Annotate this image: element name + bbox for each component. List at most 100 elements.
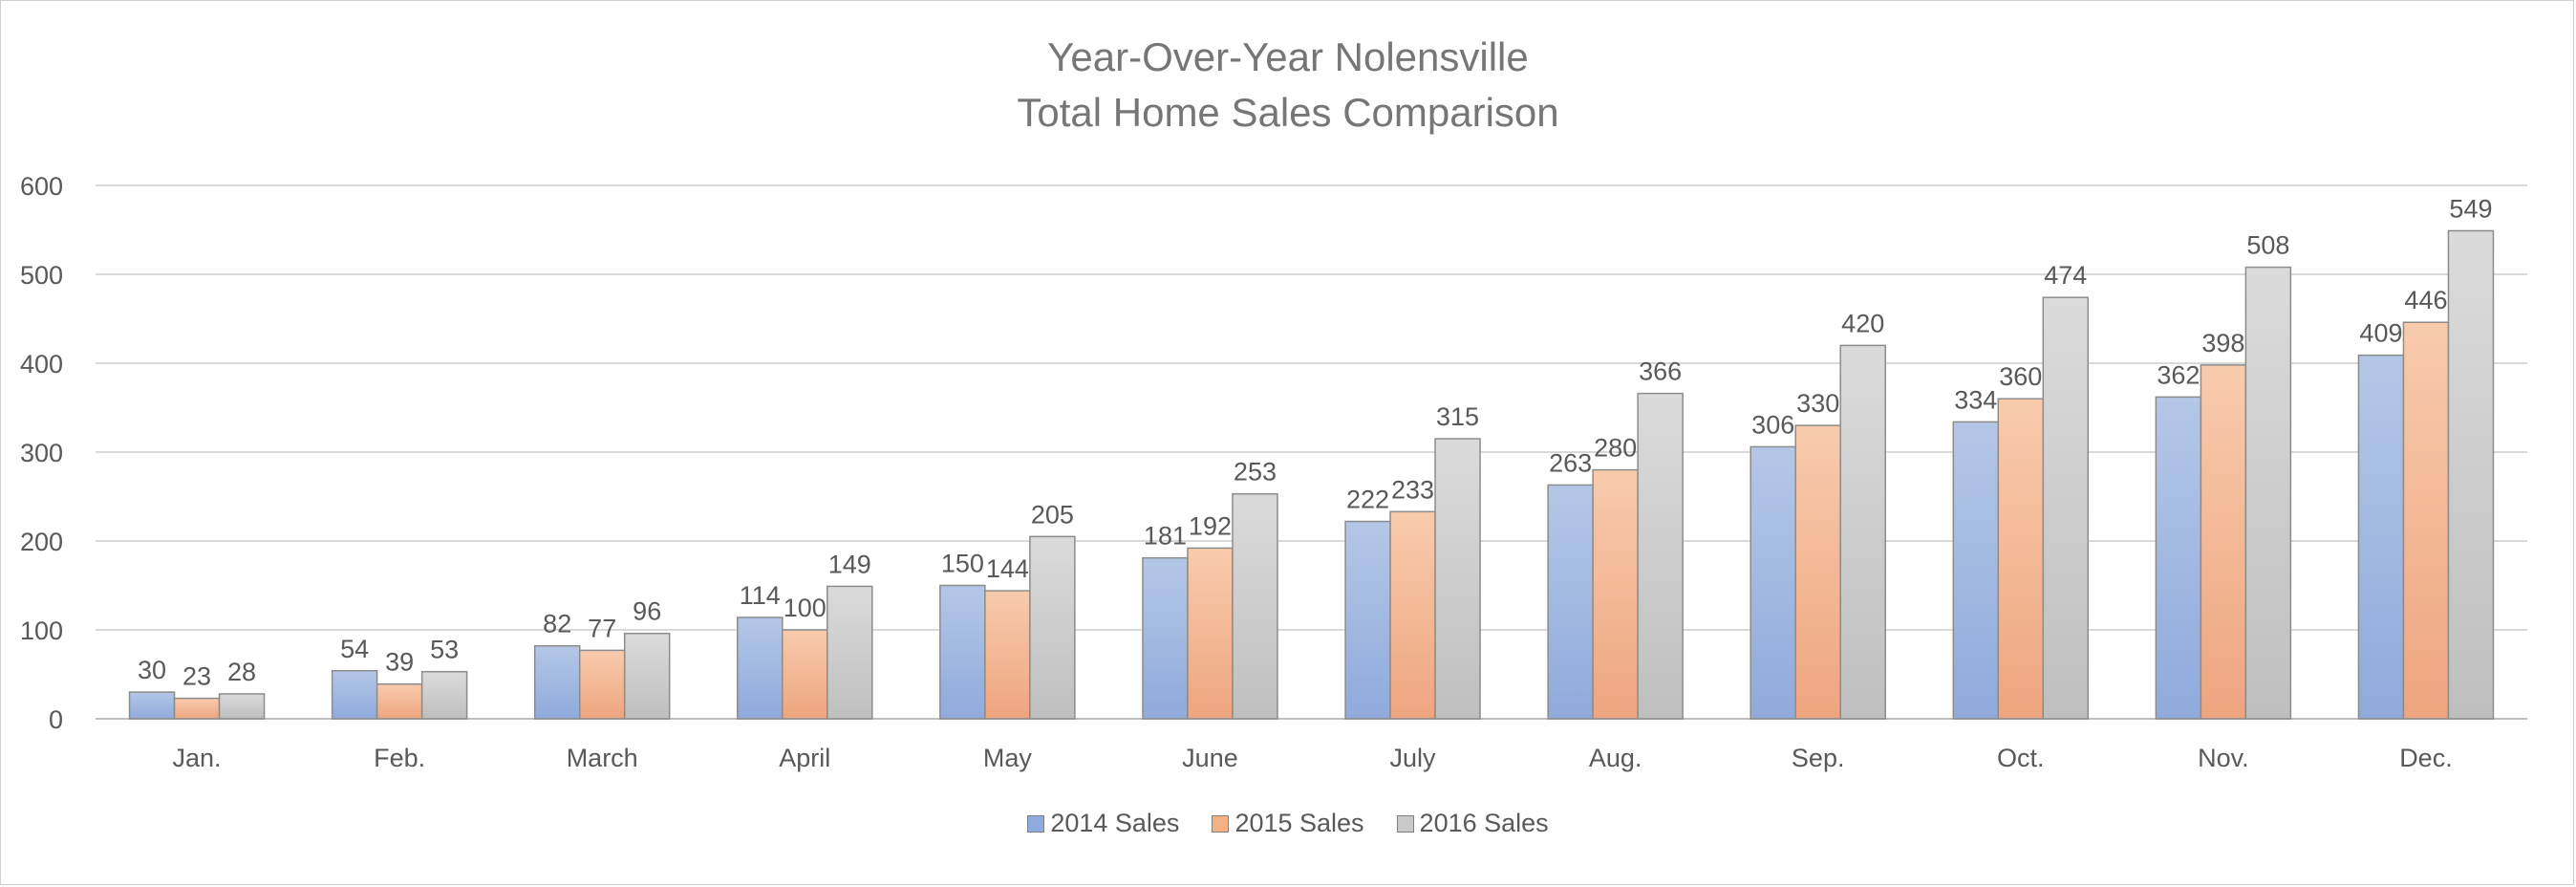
data-label: 82 xyxy=(543,610,571,638)
bar-2014-sales xyxy=(533,644,581,720)
bar-2014-sales xyxy=(128,691,176,720)
bar-2015-sales xyxy=(578,649,626,720)
bar-2016-sales xyxy=(2447,229,2495,720)
bar-2014-sales xyxy=(2155,396,2202,720)
data-label: 306 xyxy=(1751,410,1794,439)
legend-label-2015: 2015 Sales xyxy=(1234,809,1364,837)
bar-2014-sales xyxy=(1952,421,2000,720)
data-label: 549 xyxy=(2449,194,2492,223)
y-tick-label: 200 xyxy=(20,528,63,556)
x-tick-label: June xyxy=(1182,744,1238,772)
legend-swatch-2016 xyxy=(1396,814,1414,833)
x-tick-label: Oct. xyxy=(1997,744,2045,772)
x-tick-label: May xyxy=(983,744,1033,772)
gridlines xyxy=(96,184,2527,720)
data-label: 39 xyxy=(385,648,414,677)
bar-2014-sales xyxy=(1750,445,1796,720)
data-label: 315 xyxy=(1436,402,1479,431)
data-label: 366 xyxy=(1639,357,1682,386)
data-label: 192 xyxy=(1189,511,1232,540)
data-label: 263 xyxy=(1549,448,1592,477)
chart-title-line-1: Year-Over-Year Nolensville xyxy=(1047,34,1529,79)
data-label: 474 xyxy=(2044,261,2087,290)
data-label: 53 xyxy=(430,636,459,664)
x-tick-label: Nov. xyxy=(2198,744,2249,772)
bar-2015-sales xyxy=(173,697,221,720)
y-tick-label: 300 xyxy=(20,439,63,467)
data-label: 398 xyxy=(2201,329,2244,357)
legend-item-2016[interactable]: 2016 Sales xyxy=(1396,809,1549,838)
x-axis-ticks: Jan. Feb. March April May June July Aug. Sep. Oct… xyxy=(173,744,2453,772)
y-tick-label: 0 xyxy=(49,705,63,734)
legend: 2014 Sales 2015 Sales 2016 Sales xyxy=(0,809,2576,838)
data-label: 150 xyxy=(941,550,984,578)
chart-title-line-2: Total Home Sales Comparison xyxy=(1017,90,1559,135)
bars xyxy=(128,229,2495,720)
legend-item-2014[interactable]: 2014 Sales xyxy=(1027,809,1179,838)
bar-2015-sales xyxy=(782,629,828,720)
data-label: 149 xyxy=(828,550,871,578)
bar-2016-sales xyxy=(1434,438,1481,720)
data-label: 114 xyxy=(740,581,781,610)
bar-2015-sales xyxy=(2200,364,2247,720)
x-tick-label: April xyxy=(779,744,830,772)
bar-2015-sales xyxy=(1997,398,2045,720)
data-label: 446 xyxy=(2404,286,2447,314)
y-tick-label: 500 xyxy=(20,261,63,290)
data-label: 334 xyxy=(1954,385,1997,414)
bar-2014-sales xyxy=(737,617,784,720)
bar-2015-sales xyxy=(1592,468,1639,720)
bar-2016-sales xyxy=(218,693,266,720)
bar-2014-sales xyxy=(1142,556,1189,720)
data-label: 253 xyxy=(1234,458,1277,487)
legend-label-2014: 2014 Sales xyxy=(1050,809,1180,837)
x-tick-label: Jan. xyxy=(173,744,222,772)
x-tick-label: July xyxy=(1390,744,1437,772)
data-label: 508 xyxy=(2246,231,2289,260)
x-tick-label: Feb. xyxy=(374,744,425,772)
data-label: 77 xyxy=(588,614,616,642)
bar-2016-sales xyxy=(826,585,873,720)
data-label: 181 xyxy=(1144,522,1187,551)
legend-swatch-2014 xyxy=(1027,814,1045,833)
data-label: 280 xyxy=(1594,434,1637,463)
bar-2015-sales xyxy=(376,682,423,720)
bar-2015-sales xyxy=(2402,321,2450,720)
bar-2014-sales xyxy=(939,584,986,720)
data-label: 222 xyxy=(1346,486,1389,514)
bar-2016-sales xyxy=(623,632,671,720)
bar-2016-sales xyxy=(1839,344,1886,720)
bar-2014-sales xyxy=(1344,520,1391,720)
data-label: 30 xyxy=(138,656,166,684)
y-tick-label: 400 xyxy=(20,350,63,379)
bar-2014-sales xyxy=(331,670,378,720)
data-label: 360 xyxy=(1999,362,2042,391)
legend-label-2016: 2016 Sales xyxy=(1419,809,1549,837)
data-label: 144 xyxy=(986,554,1029,583)
x-tick-label: Aug. xyxy=(1589,744,1642,772)
legend-swatch-2015 xyxy=(1212,814,1230,833)
bar-2015-sales xyxy=(1389,510,1436,720)
bar-2015-sales xyxy=(1794,424,1841,720)
x-tick-label: March xyxy=(567,744,638,772)
legend-item-2015[interactable]: 2015 Sales xyxy=(1212,809,1364,838)
bar-2016-sales xyxy=(1637,392,1684,720)
y-axis-ticks: 0 100 200 300 400 500 600 xyxy=(20,172,63,734)
bar-2015-sales xyxy=(984,590,1031,720)
bar-2016-sales xyxy=(420,670,468,720)
data-label: 28 xyxy=(227,658,256,686)
data-label: 23 xyxy=(182,662,211,691)
data-label: 54 xyxy=(340,635,369,663)
x-tick-label: Sep. xyxy=(1792,744,1845,772)
x-tick-label: Dec. xyxy=(2399,744,2453,772)
y-tick-label: 600 xyxy=(20,172,63,201)
bar-2014-sales xyxy=(1547,484,1594,720)
bar-2015-sales xyxy=(1187,547,1234,720)
data-label: 362 xyxy=(2157,360,2200,389)
bar-2016-sales xyxy=(2244,266,2292,720)
bar-2016-sales xyxy=(1029,535,1076,720)
data-label: 96 xyxy=(633,597,661,626)
